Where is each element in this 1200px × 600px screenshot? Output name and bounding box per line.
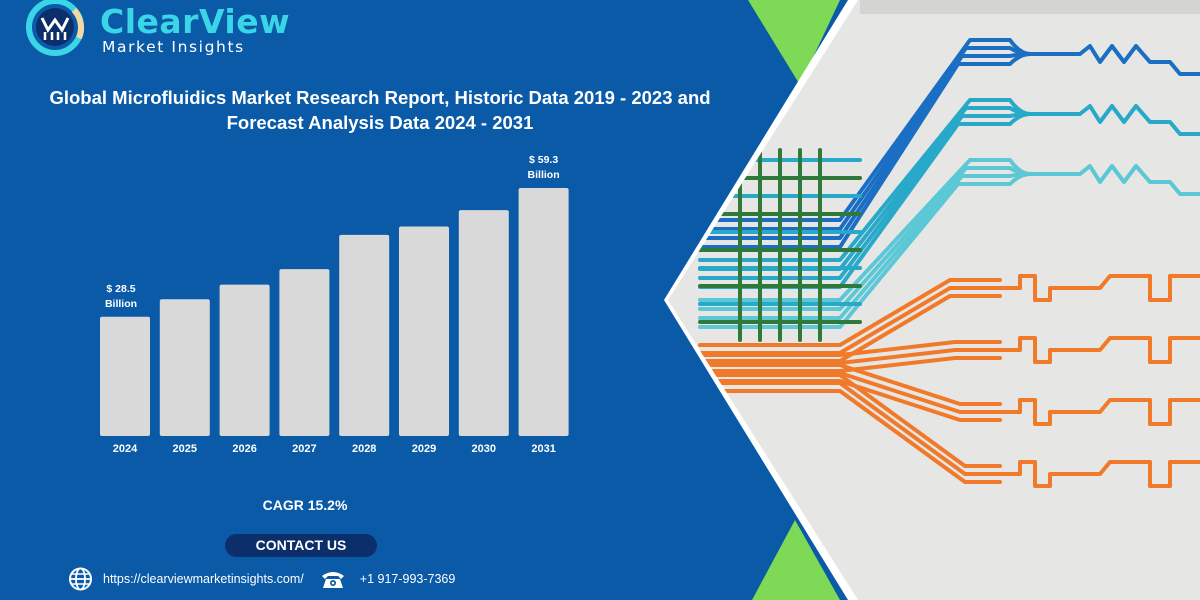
brand-tagline: Market Insights (102, 38, 245, 56)
x-tick-label-2026: 2026 (232, 443, 256, 455)
x-tick-label-2029: 2029 (412, 443, 436, 455)
report-title-line-1: Global Microfluidics Market Research Rep… (49, 87, 711, 108)
microchannel (698, 52, 1032, 249)
x-tick-label-2025: 2025 (173, 443, 197, 455)
microchannel (698, 172, 1032, 329)
market-size-bar-chart: 2024 2025 2026 2027 2028 2029 2030 2031 $ 28.5 B… (100, 154, 569, 455)
serpentine-channel (1028, 44, 1200, 76)
serpentine-channel (1028, 164, 1200, 196)
bar-2024 (100, 316, 150, 436)
brand-name: ClearView (100, 2, 291, 41)
microchannel (698, 389, 1002, 484)
data-label-2031-unit: Billion (528, 169, 560, 181)
clearview-logo-icon (26, 0, 85, 56)
globe-icon (69, 567, 92, 591)
contact-us-button[interactable]: CONTACT US (225, 534, 377, 557)
serpentine-channel (998, 398, 1200, 426)
x-tick-label-2028: 2028 (352, 443, 376, 455)
data-label-2024-unit: Billion (105, 298, 137, 310)
x-tick-label-2027: 2027 (292, 443, 316, 455)
contact-info-row: https://clearviewmarketinsights.com/ +1 … (68, 567, 455, 591)
data-label-2024-value: $ 28.5 (106, 283, 135, 295)
microchannel (698, 340, 1002, 357)
telephone-icon (321, 572, 344, 588)
website-link[interactable]: https://clearviewmarketinsights.com/ (103, 572, 304, 586)
cagr-annotation: CAGR 15.2% (262, 497, 348, 513)
serpentine-channel (998, 274, 1200, 302)
phone-number[interactable]: +1 917-993-7369 (359, 572, 456, 586)
green-triangle-top (748, 0, 840, 85)
bar-2026 (219, 284, 270, 436)
x-tick-label-2030: 2030 (472, 443, 496, 455)
bar-2030 (458, 210, 509, 436)
serpentine-channel (998, 336, 1200, 364)
bar-2025 (159, 299, 210, 436)
x-tick-label-2024: 2024 (113, 443, 138, 455)
bar-2029 (399, 226, 449, 436)
brand-logo: ClearView Market Insights (22, 0, 290, 62)
microchannel (698, 381, 1002, 476)
bar-2028 (339, 234, 390, 436)
x-tick-label-2031: 2031 (531, 443, 555, 455)
microchannel (698, 112, 1032, 289)
bar-2027 (279, 269, 330, 436)
microchannel (698, 278, 1002, 347)
microchannel (698, 363, 1002, 406)
green-triangle-bottom (752, 520, 840, 600)
serpentine-channel (1028, 104, 1200, 136)
serpentine-channel (998, 460, 1200, 488)
microfluidics-photo (668, 0, 1200, 600)
report-title-line-2: Forecast Analysis Data 2024 - 2031 (226, 112, 534, 133)
microchannel (698, 373, 1002, 468)
report-title: Global Microfluidics Market Research Rep… (20, 85, 740, 135)
data-label-2031-value: $ 59.3 (529, 154, 558, 166)
bar-2031 (518, 188, 569, 436)
